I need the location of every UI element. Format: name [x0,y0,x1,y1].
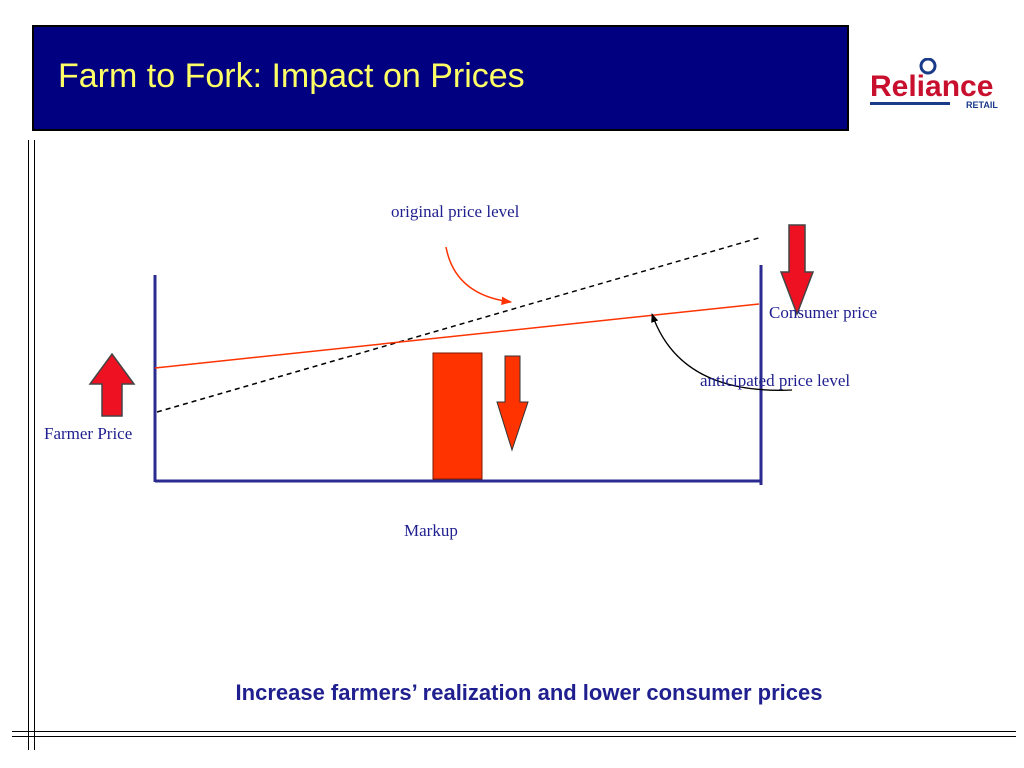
consumer-price-down-arrow [779,224,815,317]
original-price-line [156,236,763,413]
markup-down-arrow [496,355,529,452]
logo-underline [870,102,950,105]
farmer-price-label: Farmer Price [44,424,133,443]
markup-bar [432,352,483,480]
consumer-price-label: Consumer price [769,303,878,322]
reliance-retail-logo: Reliance RETAIL [870,58,998,110]
original-price-label: original price level [391,202,520,221]
logo-brand: Reliance [870,70,993,103]
slide-title: Farm to Fork: Impact on Prices [58,57,525,95]
anticipated-price-pointer [651,313,793,391]
markup-label: Markup [404,521,458,540]
logo-sub: RETAIL [966,100,998,110]
frame-rule-left-2 [34,140,35,750]
frame-rule-bottom-1 [12,731,1016,732]
conclusion-text: Increase farmers’ realization and lower … [235,680,823,705]
farmer-price-up-arrow [88,352,136,417]
original-price-pointer [445,246,513,305]
logo-mark [919,58,937,75]
anticipated-price-label: anticipated price level [700,371,851,390]
title-bar: Farm to Fork: Impact on Prices [32,25,849,131]
frame-rule-left-1 [28,140,29,750]
frame-rule-bottom-2 [12,736,1016,737]
new-price-line [154,303,760,369]
